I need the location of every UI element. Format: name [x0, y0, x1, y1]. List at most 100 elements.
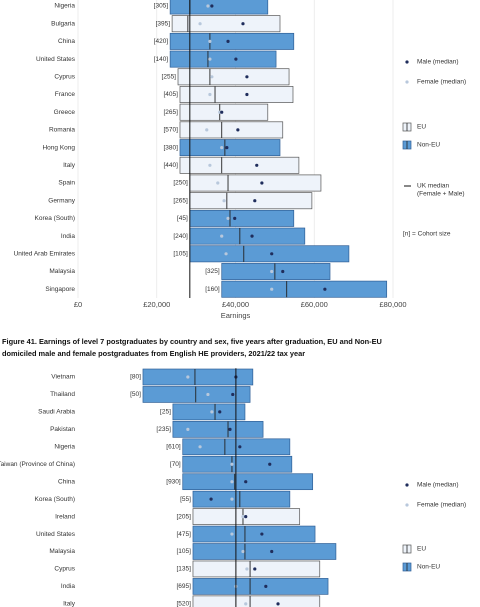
- female-marker: [198, 22, 202, 26]
- female-marker: [244, 602, 248, 606]
- female-marker: [210, 410, 214, 414]
- male-marker: [236, 128, 240, 132]
- category-label: Vietnam: [51, 374, 75, 381]
- cohort-label: [520]: [177, 601, 192, 607]
- cohort-label: [930]: [166, 478, 181, 485]
- cohort-label: [135]: [177, 566, 192, 573]
- x-axis-label: Earnings: [221, 311, 251, 320]
- range-box: [179, 86, 294, 103]
- male-marker: [234, 57, 238, 61]
- x-tick-label: £0: [74, 300, 82, 309]
- cohort-label: [570]: [164, 127, 179, 134]
- male-marker: [231, 392, 235, 397]
- range-box: [192, 595, 321, 607]
- category-label: Korea (South): [35, 496, 75, 503]
- cohort-label: [380]: [164, 144, 179, 151]
- female-marker: [206, 4, 210, 8]
- range-box: [179, 121, 284, 139]
- category-label: Italy: [63, 601, 76, 607]
- male-marker: [255, 163, 259, 167]
- male-marker: [244, 480, 248, 484]
- cohort-label: [420]: [154, 38, 169, 45]
- male-marker: [241, 22, 245, 26]
- female-marker: [226, 216, 230, 220]
- male-marker: [238, 445, 242, 449]
- category-label: United States: [36, 531, 76, 538]
- female-marker: [198, 445, 202, 449]
- range-box: [179, 139, 281, 157]
- cohort-label: [105]: [173, 251, 188, 258]
- legend-label: [n] = Cohort size: [403, 231, 451, 238]
- category-label: France: [55, 91, 76, 98]
- range-box: [189, 192, 313, 210]
- cohort-label: [205]: [177, 513, 192, 520]
- cohort-label: [80]: [130, 374, 141, 381]
- category-label: Spain: [58, 180, 75, 187]
- female-marker: [220, 146, 224, 150]
- category-label: Korea (South): [35, 215, 75, 222]
- category-label: Romania: [49, 127, 75, 134]
- caption-line: Figure 41. Earnings of level 7 postgradu…: [2, 337, 382, 346]
- legend-label: UK median: [417, 183, 450, 190]
- range-box: [142, 368, 254, 386]
- female-marker: [208, 57, 212, 61]
- cohort-label: [395]: [156, 20, 171, 27]
- cohort-label: [440]: [164, 162, 179, 169]
- category-label: Saudi Arabia: [38, 409, 75, 416]
- range-box: [189, 245, 350, 263]
- category-label: India: [61, 583, 75, 590]
- cohort-label: [325]: [205, 268, 220, 275]
- legend-label: EU: [417, 124, 426, 131]
- range-box: [192, 525, 316, 543]
- range-box: [179, 156, 300, 174]
- female-marker: [210, 75, 214, 79]
- female-marker: [220, 234, 224, 238]
- legend-female-marker: [405, 503, 409, 507]
- female-marker: [208, 163, 212, 167]
- cohort-label: [610]: [166, 444, 181, 451]
- range-box: [182, 455, 293, 473]
- category-label: United Arab Emirates: [14, 251, 76, 258]
- range-box: [189, 209, 295, 227]
- cohort-label: [50]: [130, 391, 141, 398]
- legend-label: Female (median): [417, 79, 466, 86]
- range-box: [169, 32, 295, 50]
- range-box: [142, 386, 251, 403]
- legend-male-marker: [405, 483, 409, 487]
- female-marker: [224, 252, 228, 256]
- x-tick-label: £80,000: [379, 300, 406, 309]
- category-label: Italy: [63, 162, 76, 169]
- category-label: Pakistan: [50, 426, 75, 433]
- range-box: [221, 280, 388, 298]
- category-label: Taiwan (Province of China): [0, 461, 75, 468]
- female-marker: [270, 269, 274, 274]
- cohort-label: [265]: [164, 109, 179, 116]
- male-marker: [209, 497, 213, 501]
- cohort-label: [695]: [177, 583, 192, 590]
- female-marker: [230, 532, 234, 536]
- category-label: United States: [36, 56, 76, 63]
- female-marker: [208, 39, 212, 44]
- category-label: Ireland: [55, 513, 75, 520]
- category-label: Germany: [48, 197, 75, 204]
- legend-label: Male (median): [417, 482, 459, 489]
- male-marker: [250, 234, 254, 238]
- female-marker: [241, 515, 245, 519]
- legend-label: Male (median): [417, 59, 459, 66]
- male-marker: [245, 92, 249, 97]
- category-label: Nigeria: [54, 3, 75, 10]
- category-label: Greece: [54, 109, 76, 116]
- range-box: [169, 50, 277, 68]
- caption-line: domiciled male and female postgraduates …: [2, 349, 305, 358]
- range-box: [192, 578, 329, 595]
- category-label: Cyprus: [54, 74, 75, 81]
- female-marker: [241, 549, 245, 554]
- female-marker: [222, 199, 226, 203]
- legend-label: (Female + Male): [417, 191, 465, 198]
- female-marker: [205, 128, 209, 132]
- female-marker: [186, 375, 190, 379]
- male-marker: [233, 216, 237, 220]
- male-marker: [226, 39, 230, 44]
- male-marker: [270, 252, 274, 256]
